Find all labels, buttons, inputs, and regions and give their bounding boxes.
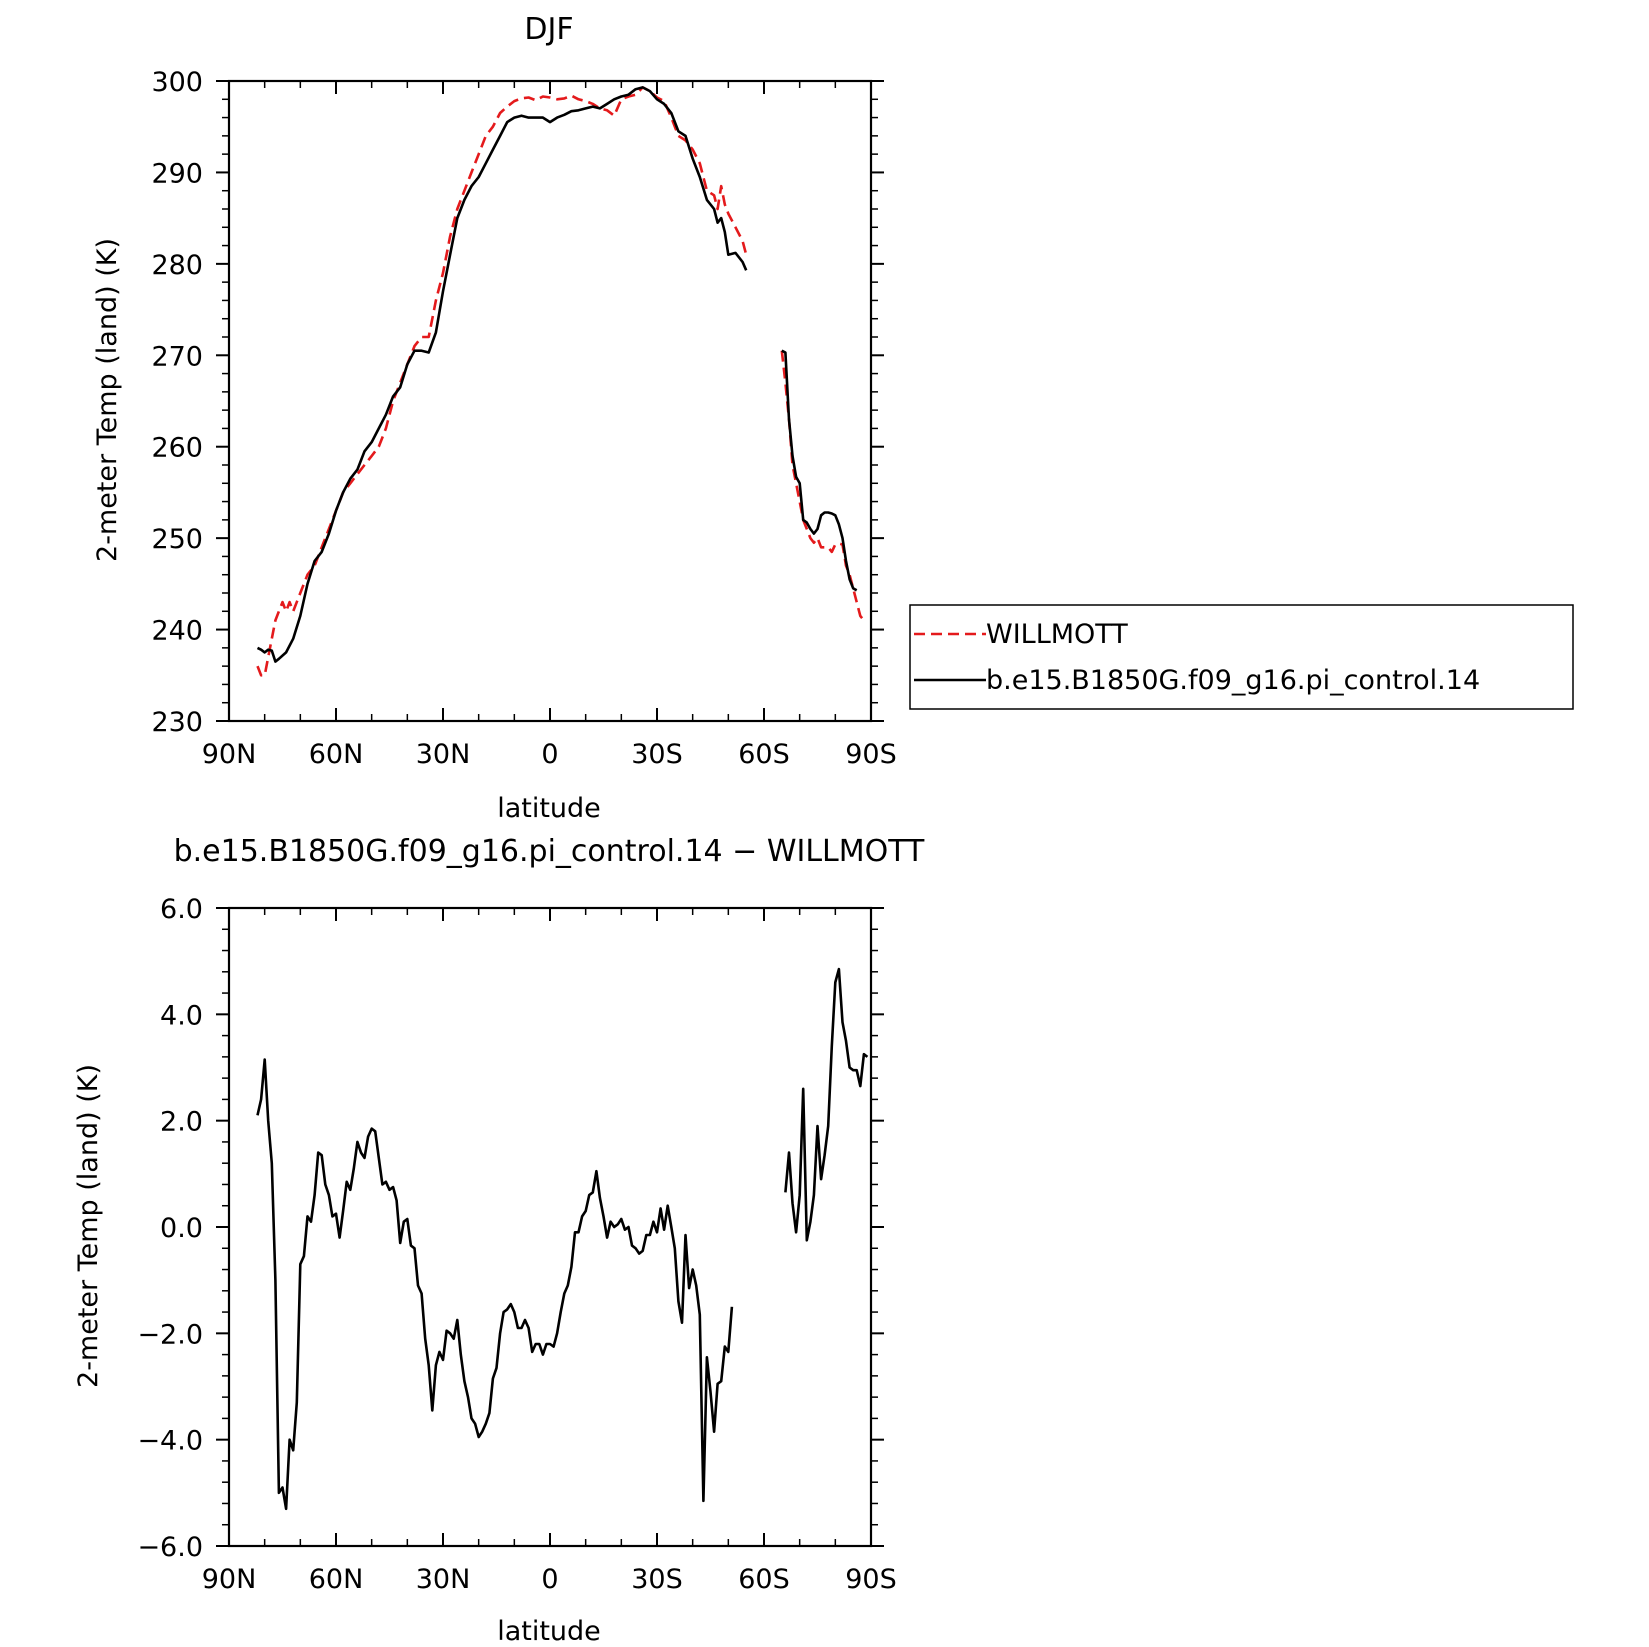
top-x-tick-label: 0 bbox=[541, 739, 558, 770]
top-y-tick-label: 270 bbox=[151, 341, 203, 372]
bottom-y-tick-label: −2.0 bbox=[137, 1319, 203, 1350]
top-series-b-e15-b1850g-f09-g16-pi-control-14-segment-1 bbox=[256, 86, 748, 663]
top-y-tick-label: 250 bbox=[151, 524, 203, 555]
bottom-y-tick-label: 4.0 bbox=[160, 1000, 203, 1031]
bottom-x-tick-label: 60N bbox=[309, 1564, 364, 1595]
top-series-willmott-segment-2 bbox=[780, 350, 865, 622]
top-x-axis-label: latitude bbox=[497, 793, 601, 824]
bottom-y-tick-label: 0.0 bbox=[160, 1213, 203, 1244]
top-y-axis-label: 2-meter Temp (land) (K) bbox=[92, 238, 123, 562]
bottom-y-axis-label: 2-meter Temp (land) (K) bbox=[73, 1064, 104, 1388]
bottom-y-tick-label: −4.0 bbox=[137, 1426, 203, 1457]
bottom-x-tick-label: 30N bbox=[416, 1564, 471, 1595]
bottom-x-tick-label: 90N bbox=[202, 1564, 257, 1595]
top-chart-title: DJF bbox=[524, 12, 573, 47]
top-series-willmott-segment-1 bbox=[256, 86, 748, 677]
bottom-series-difference-segment-1 bbox=[256, 1058, 734, 1511]
top-series-b-e15-b1850g-f09-g16-pi-control-14-segment-2 bbox=[781, 349, 858, 592]
bottom-series-difference-segment-2 bbox=[784, 967, 869, 1242]
top-y-tick-label: 300 bbox=[151, 67, 203, 98]
top-panel: DJF latitude 2-meter Temp (land) (K) 90N… bbox=[92, 12, 897, 824]
top-plot-frame bbox=[227, 79, 873, 723]
bottom-x-tick-label: 30S bbox=[631, 1564, 683, 1595]
bottom-x-tick-label: 90S bbox=[845, 1564, 897, 1595]
top-y-tick-label: 280 bbox=[151, 250, 203, 281]
bottom-x-tick-label: 0 bbox=[541, 1564, 558, 1595]
top-x-tick-label: 90N bbox=[202, 739, 257, 770]
top-x-tick-label: 90S bbox=[845, 739, 897, 770]
bottom-x-tick-label: 60S bbox=[738, 1564, 790, 1595]
top-x-tick-label: 60S bbox=[738, 739, 790, 770]
legend-label-willmott: WILLMOTT bbox=[986, 619, 1128, 650]
bottom-chart-title: b.e15.B1850G.f09_g16.pi_control.14 − WIL… bbox=[174, 834, 925, 869]
legend-label-model: b.e15.B1850G.f09_g16.pi_control.14 bbox=[986, 665, 1480, 696]
top-x-tick-label: 60N bbox=[309, 739, 364, 770]
bottom-y-tick-label: −6.0 bbox=[137, 1532, 203, 1563]
top-y-tick-label: 260 bbox=[151, 433, 203, 464]
bottom-plot-frame bbox=[227, 906, 873, 1548]
top-x-tick-label: 30S bbox=[631, 739, 683, 770]
top-y-tick-label: 290 bbox=[151, 158, 203, 189]
top-y-tick-label: 230 bbox=[151, 707, 203, 738]
bottom-y-tick-label: 2.0 bbox=[160, 1107, 203, 1138]
top-x-tick-label: 30N bbox=[416, 739, 471, 770]
bottom-y-tick-label: 6.0 bbox=[160, 894, 203, 925]
top-y-tick-label: 240 bbox=[151, 616, 203, 647]
bottom-panel: b.e15.B1850G.f09_g16.pi_control.14 − WIL… bbox=[73, 834, 925, 1647]
legend: WILLMOTT b.e15.B1850G.f09_g16.pi_control… bbox=[909, 604, 1574, 710]
bottom-x-axis-label: latitude bbox=[497, 1616, 601, 1647]
legend-box bbox=[909, 604, 1574, 710]
